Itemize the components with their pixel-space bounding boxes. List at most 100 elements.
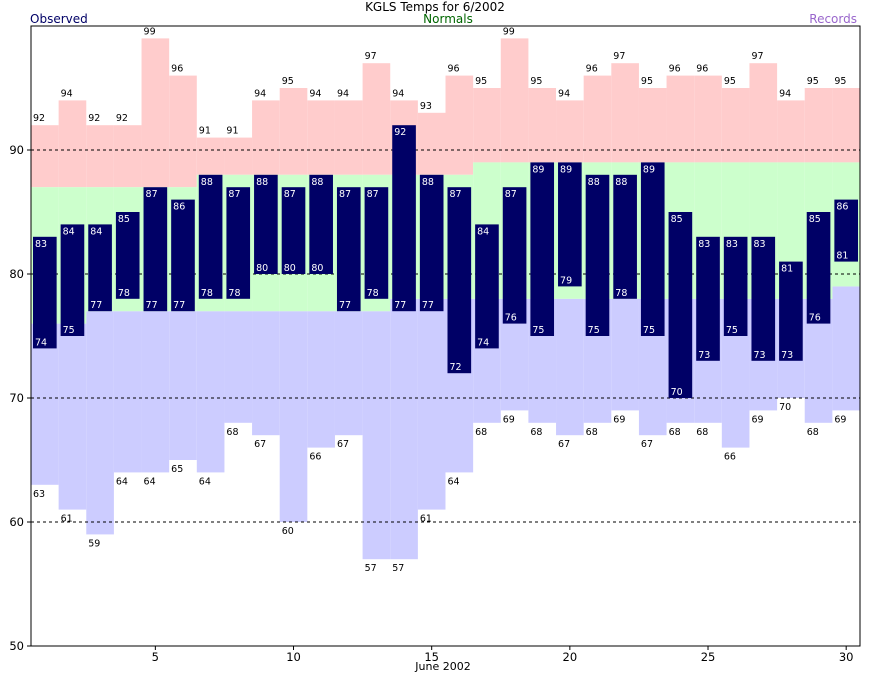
record-high-band [749, 63, 778, 163]
observed-low-label: 73 [698, 350, 710, 361]
record-high-band [777, 100, 805, 163]
record-high-band [196, 137, 225, 175]
y-tick-label: 80 [9, 267, 24, 281]
observed-high-label: 83 [698, 239, 710, 250]
record-low-band [390, 298, 418, 560]
record-high-band [279, 88, 308, 175]
record-high-label: 91 [199, 126, 211, 137]
observed-low-label: 77 [90, 300, 102, 311]
observed-low-label: 78 [615, 288, 627, 299]
x-axis-label: June 2002 [415, 660, 471, 673]
observed-bar [419, 174, 444, 312]
record-high-label: 95 [807, 76, 819, 87]
record-high-label: 94 [392, 88, 404, 99]
observed-bar [364, 187, 389, 299]
axis-ticks: 50 60 70 80 90 5 10 15 20 25 30 [9, 143, 853, 664]
record-high-label: 97 [613, 51, 625, 62]
record-low-label: 61 [61, 514, 73, 525]
record-high-label: 94 [337, 88, 349, 99]
observed-high-label: 88 [201, 177, 213, 188]
y-tick-label: 50 [9, 639, 24, 653]
plot-frame [30, 25, 861, 647]
record-low-band [334, 311, 363, 436]
record-high-band [31, 125, 59, 188]
record-low-label: 61 [420, 514, 432, 525]
observed-high-label: 87 [367, 189, 379, 200]
observed-low-label: 76 [505, 313, 517, 324]
observed-low-label: 75 [532, 325, 544, 336]
observed-bar [613, 174, 637, 299]
observed-low-label: 75 [726, 325, 738, 336]
legend-observed: Observed [30, 12, 88, 26]
observed-high-label: 85 [118, 214, 130, 225]
record-low-label: 64 [199, 476, 211, 487]
record-high-label: 96 [669, 64, 681, 75]
record-high-band [252, 100, 280, 175]
record-low-label: 67 [641, 439, 653, 450]
observed-high-label: 87 [228, 189, 240, 200]
observed-bar [143, 187, 168, 312]
observed-low-label: 73 [753, 350, 765, 361]
record-high-label: 96 [696, 64, 708, 75]
record-high-band [334, 100, 363, 175]
observed-bar [558, 162, 582, 287]
record-low-band [362, 311, 391, 560]
observed-bar [640, 162, 665, 336]
record-high-label: 92 [33, 113, 45, 124]
observed-bar [88, 224, 112, 312]
record-low-band [611, 298, 639, 411]
observed-bar [723, 236, 748, 336]
record-low-label: 69 [613, 414, 625, 425]
record-high-band [638, 88, 667, 163]
record-low-label: 68 [586, 427, 598, 438]
observed-bar [502, 187, 527, 324]
observed-bar [171, 199, 195, 312]
record-high-band [307, 100, 335, 175]
record-high-label: 99 [144, 26, 156, 37]
x-tick-label: 20 [563, 650, 578, 664]
record-high-band [417, 112, 446, 175]
record-low-label: 67 [337, 439, 349, 450]
record-low-label: 59 [88, 538, 100, 549]
record-high-label: 92 [88, 113, 100, 124]
record-low-band [86, 311, 114, 535]
observed-high-label: 89 [532, 164, 544, 175]
record-high-label: 95 [530, 76, 542, 87]
record-low-label: 68 [807, 427, 819, 438]
record-low-label: 57 [392, 563, 404, 574]
record-high-band [694, 75, 722, 163]
record-high-band [224, 137, 253, 175]
x-tick-label: 30 [839, 650, 854, 664]
y-tick-label: 90 [9, 143, 24, 157]
record-low-label: 64 [448, 476, 460, 487]
x-tick-label: 10 [286, 650, 301, 664]
record-low-label: 67 [254, 439, 266, 450]
record-high-label: 95 [834, 76, 846, 87]
record-low-label: 67 [558, 439, 570, 450]
observed-low-label: 81 [836, 251, 848, 262]
observed-bar [779, 261, 803, 361]
observed-bar [254, 174, 278, 274]
observed-low-label: 74 [35, 337, 47, 348]
observed-low-label: 77 [146, 300, 158, 311]
record-high-label: 97 [365, 51, 377, 62]
observed-low-label: 77 [422, 300, 434, 311]
record-low-band [279, 311, 308, 522]
observed-high-label: 87 [284, 189, 296, 200]
record-low-band [58, 323, 87, 510]
record-high-band [445, 75, 474, 175]
data-labels: 83 74 92 63 84 75 94 61 84 77 92 59 85 78 92 64 87 77 99 64… [33, 26, 848, 574]
record-high-label: 94 [61, 88, 73, 99]
observed-bar [33, 236, 57, 349]
chart-title: KGLS Temps for 6/2002 [365, 0, 505, 14]
observed-high-label: 87 [450, 189, 462, 200]
record-high-band [113, 125, 142, 188]
legend-records: Records [809, 12, 857, 26]
observed-low-label: 72 [450, 362, 462, 373]
observed-high-label: 86 [836, 202, 848, 213]
observed-bar [198, 174, 223, 299]
record-low-band [224, 311, 253, 423]
y-tick-label: 60 [9, 515, 24, 529]
observed-low-label: 78 [367, 288, 379, 299]
